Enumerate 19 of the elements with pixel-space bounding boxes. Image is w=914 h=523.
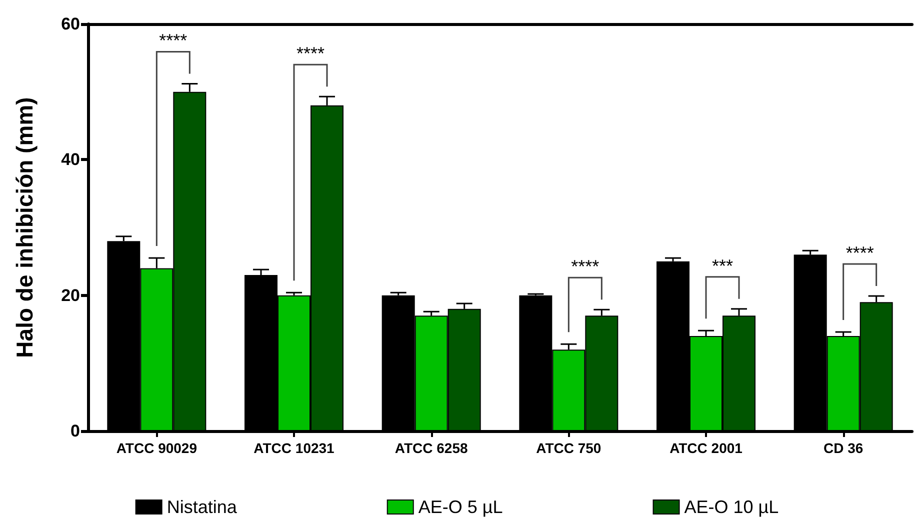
y-tick-label: 0: [70, 422, 80, 440]
annotation: ***: [712, 256, 734, 276]
annotation: ****: [571, 256, 600, 277]
y-tick-label: 20: [61, 286, 80, 305]
annotation: ****: [846, 243, 874, 264]
x-tick-label: ATCC 6258: [394, 440, 468, 456]
legend-label: Nistatina: [166, 497, 238, 517]
annotation: ****: [296, 44, 325, 64]
x-tick-label: CD 36: [823, 440, 864, 456]
x-tick-label: ATCC 10231: [254, 440, 335, 456]
legend-label: AE-O 10 µL: [684, 497, 779, 517]
annotation: ****: [159, 30, 188, 51]
y-axis-title: Halo de inhibición (mm): [12, 97, 38, 358]
x-tick-label: ATCC 2001: [670, 440, 743, 456]
legend-label: AE-O 5 µL: [418, 497, 503, 517]
x-tick-label: ATCC 750: [536, 440, 602, 456]
y-tick-label: 40: [61, 150, 80, 170]
y-tick-label: 60: [61, 14, 80, 34]
x-tick-label: ATCC 90029: [116, 440, 198, 456]
